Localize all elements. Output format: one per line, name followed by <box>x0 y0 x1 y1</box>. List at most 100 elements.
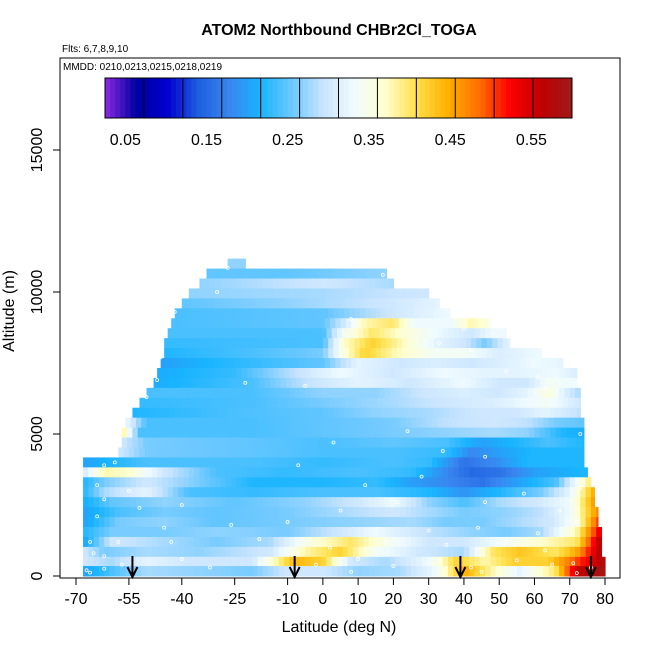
heatmap-cell <box>370 427 377 439</box>
heatmap-cell <box>157 467 163 478</box>
heatmap-cell <box>264 427 271 439</box>
heatmap-cell <box>432 487 439 498</box>
heatmap-cell <box>162 467 169 478</box>
heatmap-cell <box>278 467 285 478</box>
heatmap-cell <box>543 566 550 577</box>
heatmap-cell <box>273 278 280 289</box>
colorbar-gradient-strip <box>252 78 258 118</box>
heatmap-cell <box>374 467 380 478</box>
heatmap-cell <box>405 507 412 518</box>
heatmap-cell <box>564 387 571 399</box>
heatmap-cell <box>358 566 365 577</box>
heatmap-cell <box>188 556 195 568</box>
sample-point <box>469 348 473 353</box>
sample-point <box>119 562 124 567</box>
heatmap-cell <box>305 477 312 488</box>
heatmap-cell <box>336 467 343 478</box>
heatmap-cell <box>470 427 477 439</box>
heatmap-cell <box>358 467 365 478</box>
heatmap-cell <box>476 377 483 389</box>
heatmap-cell <box>291 348 298 359</box>
heatmap-cell <box>478 318 484 329</box>
heatmap-cell <box>308 447 315 458</box>
heatmap-cell <box>458 477 465 488</box>
heatmap-cell <box>174 437 181 448</box>
heatmap-cell <box>194 497 201 508</box>
heatmap-cell <box>278 367 285 379</box>
heatmap-cell <box>365 377 372 389</box>
heatmap-cell <box>474 497 481 508</box>
heatmap-cell <box>326 328 333 339</box>
heatmap-cell <box>493 447 500 458</box>
heatmap-cell <box>527 367 534 379</box>
sample-point <box>469 565 473 570</box>
heatmap-cell <box>418 377 424 389</box>
heatmap-cell <box>395 417 402 429</box>
heatmap-cell <box>527 566 534 577</box>
heatmap-cell <box>458 367 465 379</box>
heatmap-cell <box>375 427 382 439</box>
heatmap-cell <box>437 467 444 478</box>
heatmap-cell <box>188 467 195 478</box>
heatmap-cell <box>172 328 179 339</box>
heatmap-cell <box>315 387 322 399</box>
heatmap-cell <box>495 527 502 538</box>
heatmap-cell <box>299 457 306 468</box>
colorbar-gradient-strip <box>221 78 228 118</box>
heatmap-cell <box>146 566 153 577</box>
heatmap-cell <box>518 377 525 389</box>
heatmap-cell <box>559 527 566 538</box>
heatmap-cell <box>411 566 417 577</box>
heatmap-cell <box>294 507 301 518</box>
heatmap-cell <box>229 397 236 409</box>
heatmap-cell <box>527 536 534 548</box>
heatmap-cell <box>336 387 343 399</box>
heatmap-cell <box>396 338 403 349</box>
heatmap-cell <box>541 397 548 409</box>
sample-point <box>88 570 93 575</box>
heatmap-cell <box>543 387 550 399</box>
heatmap-cell <box>301 338 308 349</box>
heatmap-cell <box>248 338 255 349</box>
sample-point <box>328 545 332 550</box>
heatmap-cell <box>347 487 354 498</box>
heatmap-cell <box>534 427 541 439</box>
heatmap-cell <box>546 397 553 409</box>
heatmap-cell <box>559 367 566 379</box>
heatmap-cell <box>269 407 276 419</box>
sample-point <box>158 355 163 360</box>
heatmap-cell <box>455 348 462 359</box>
heatmap-cell <box>326 417 333 429</box>
heatmap-cell <box>548 417 555 429</box>
heatmap-cell <box>88 477 95 488</box>
heatmap-cell <box>411 487 417 498</box>
heatmap-cell <box>543 536 550 548</box>
heatmap-cell <box>201 427 208 439</box>
heatmap-cell <box>389 556 396 568</box>
heatmap-cell <box>529 407 536 419</box>
heatmap-cell <box>206 407 213 419</box>
heatmap-cell <box>141 497 148 508</box>
heatmap-cell <box>578 397 581 409</box>
heatmap-cell <box>351 447 357 458</box>
heatmap-cell <box>153 407 160 419</box>
heatmap-cell <box>322 308 329 319</box>
heatmap-cell <box>407 407 414 419</box>
heatmap-cell <box>299 546 306 558</box>
heatmap-cell <box>285 407 292 419</box>
heatmap-cell <box>204 517 211 528</box>
heatmap-cell <box>479 477 486 488</box>
heatmap-cell <box>257 566 264 577</box>
heatmap-cell <box>296 338 303 349</box>
colorbar-tick-label: 0.55 <box>516 132 547 149</box>
heatmap-cell <box>262 417 269 429</box>
heatmap-cell <box>569 546 576 558</box>
colorbar-gradient-strip <box>465 78 471 118</box>
heatmap-cell <box>344 338 350 349</box>
heatmap-cell <box>368 527 375 538</box>
heatmap-cell <box>518 407 525 419</box>
heatmap-cell <box>206 338 213 349</box>
heatmap-cell <box>419 447 426 458</box>
heatmap-cell <box>426 507 433 518</box>
heatmap-cell <box>345 318 352 329</box>
